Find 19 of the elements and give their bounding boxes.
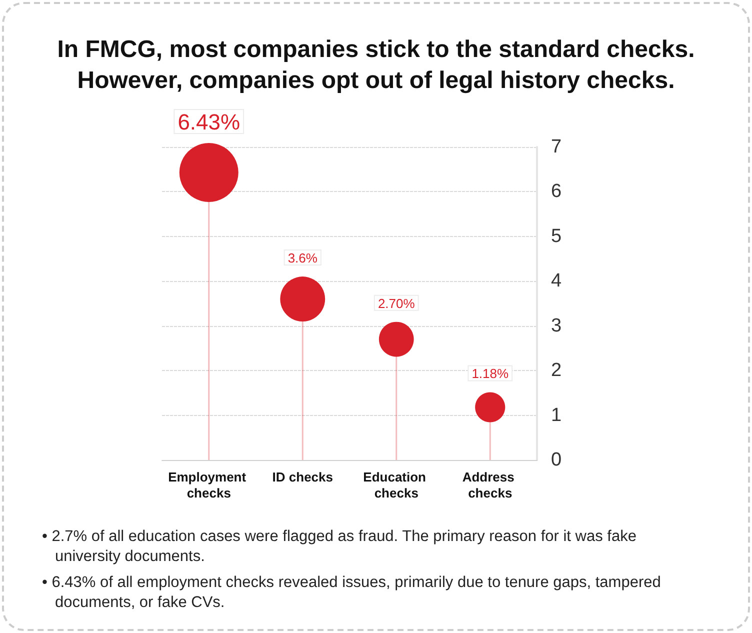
x-tick-label: Employment checks: [168, 470, 250, 500]
data-label: 1.18%: [472, 366, 509, 382]
y-tick-label: 5: [551, 226, 562, 247]
x-tick-label: ID checks: [272, 470, 333, 484]
y-tick-label: 1: [551, 404, 562, 426]
data-label: 3.6%: [288, 250, 318, 266]
text: • 2.7% of all education cases were flagged as fraud. The primary reason for it was fake university documents.: [42, 527, 638, 567]
data-label: 2.70%: [378, 296, 416, 311]
y-tick-label: 0: [551, 450, 562, 470]
x-tick-label: Address checks: [462, 470, 518, 500]
text: • 6.43% of all employment checks revealed issues, primarily due to tenure gaps, tampered documents, or fake CVs.: [42, 573, 662, 613]
chart-title: In FMCG, most companies stick to the standard checks. However, companies opt out of legal history checks.: [57, 36, 695, 94]
y-tick-label: 4: [551, 270, 562, 292]
data-label: 6.43%: [178, 109, 240, 134]
y-tick-label: 6: [551, 181, 562, 202]
x-tick-label: Education checks: [363, 470, 430, 500]
y-tick-label: 3: [551, 315, 562, 336]
y-tick-label: 7: [551, 136, 562, 158]
y-tick-label: 2: [551, 360, 562, 382]
